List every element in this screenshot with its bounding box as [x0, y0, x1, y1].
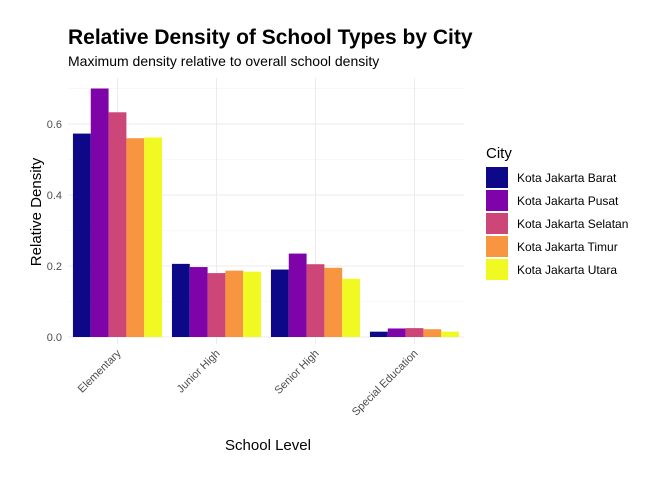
- bar-special-education-kota-jakarta-pusat: [387, 328, 406, 337]
- bar-elementary-kota-jakarta-pusat: [90, 88, 109, 337]
- y-tick-label: 0.0: [47, 332, 62, 344]
- bar-special-education-kota-jakarta-timur: [423, 329, 442, 337]
- legend-swatch: [486, 259, 508, 280]
- bar-senior-high-kota-jakarta-selatan: [306, 264, 325, 337]
- chart-subtitle: Maximum density relative to overall scho…: [68, 53, 379, 69]
- bar-junior-high-kota-jakarta-barat: [171, 263, 190, 337]
- y-tick-label: 0.6: [47, 119, 62, 131]
- bar-senior-high-kota-jakarta-barat: [270, 269, 289, 337]
- bar-junior-high-kota-jakarta-utara: [243, 271, 262, 337]
- bar-elementary-kota-jakarta-utara: [144, 137, 163, 337]
- chart-title: Relative Density of School Types by City: [68, 26, 473, 49]
- x-tick-label: Junior High: [175, 348, 223, 396]
- legend-swatch: [486, 190, 508, 211]
- bar-senior-high-kota-jakarta-pusat: [288, 253, 307, 337]
- bar-elementary-kota-jakarta-selatan: [108, 112, 127, 337]
- legend-entry-label: Kota Jakarta Utara: [517, 263, 617, 277]
- bar-elementary-kota-jakarta-barat: [72, 133, 91, 337]
- legend-entry-label: Kota Jakarta Timur: [517, 240, 618, 254]
- bar-special-education-kota-jakarta-utara: [441, 331, 460, 337]
- x-axis-ticks: Elementary Junior High Senior High Special …: [76, 347, 421, 418]
- x-tick-label: Senior High: [272, 348, 321, 397]
- legend: City Kota Jakarta Barat Kota Jakarta Pusa…: [486, 145, 628, 280]
- x-tick-label: Special Education: [350, 348, 421, 419]
- bar-elementary-kota-jakarta-timur: [126, 138, 145, 337]
- bar-junior-high-kota-jakarta-selatan: [207, 273, 226, 337]
- bars: [72, 88, 460, 337]
- legend-entry-label: Kota Jakarta Selatan: [517, 217, 628, 231]
- bar-special-education-kota-jakarta-barat: [369, 331, 388, 337]
- y-tick-label: 0.4: [47, 190, 62, 202]
- legend-entry-label: Kota Jakarta Pusat: [517, 194, 619, 208]
- legend-swatch: [486, 236, 508, 257]
- x-axis-title: School Level: [225, 437, 311, 454]
- bar-senior-high-kota-jakarta-utara: [342, 278, 361, 337]
- legend-swatch: [486, 213, 508, 234]
- legend-entry-label: Kota Jakarta Barat: [517, 171, 617, 185]
- legend-title: City: [486, 145, 512, 162]
- legend-swatch: [486, 167, 508, 188]
- bar-junior-high-kota-jakarta-pusat: [189, 267, 208, 337]
- bar-special-education-kota-jakarta-selatan: [405, 328, 424, 337]
- y-tick-label: 0.2: [47, 261, 62, 273]
- bar-senior-high-kota-jakarta-timur: [324, 267, 343, 337]
- y-axis-ticks: 0.0 0.2 0.4 0.6: [47, 119, 62, 344]
- bar-junior-high-kota-jakarta-timur: [225, 270, 244, 337]
- y-axis-title: Relative Density: [28, 157, 45, 266]
- x-tick-label: Elementary: [76, 347, 124, 395]
